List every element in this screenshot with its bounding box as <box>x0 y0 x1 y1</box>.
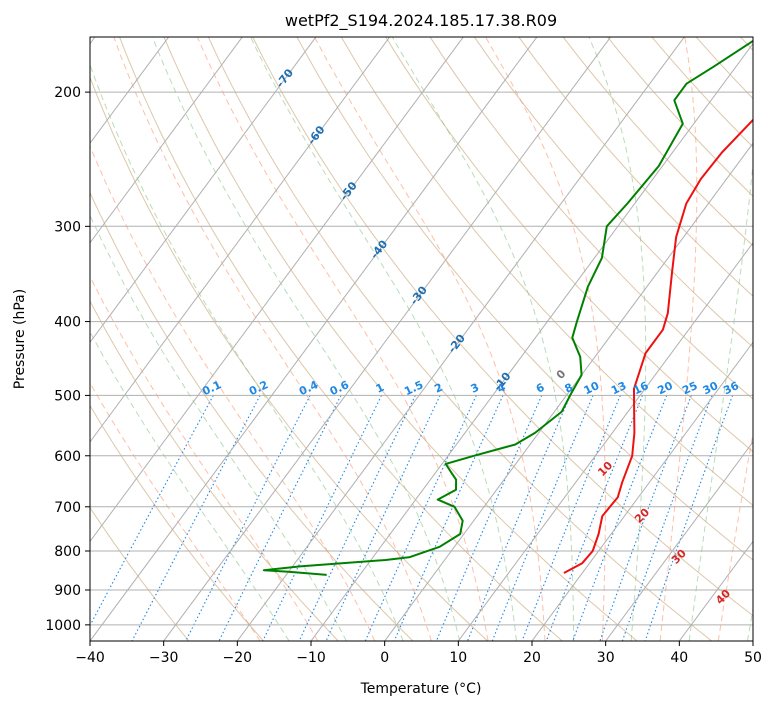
mixing-ratio-line <box>298 395 416 641</box>
mixing-ratio-line <box>466 395 571 641</box>
mixing-ratio-line <box>90 395 214 627</box>
y-axis-title: Pressure (hPa) <box>12 289 28 389</box>
dry-adiabat-line <box>207 37 713 641</box>
x-tick-label: 10 <box>449 650 467 666</box>
x-tick-label: −40 <box>75 650 105 666</box>
isotherm-line <box>163 37 612 641</box>
moist-adiabat-line <box>484 37 606 641</box>
moist-adiabat-line <box>90 214 347 641</box>
moist-adiabat-line <box>250 37 517 641</box>
dry-adiabat-line <box>518 37 753 297</box>
isotherm-lines <box>90 37 753 641</box>
y-tick-label: 400 <box>54 315 81 331</box>
moist-adiabat-line <box>688 159 753 641</box>
mixing-ratio-line <box>262 395 382 641</box>
temperature-profile-line <box>563 118 753 574</box>
isotherm-label: -80 <box>237 16 260 40</box>
dry-adiabat-line <box>163 37 638 641</box>
x-tick-label: 20 <box>523 650 541 666</box>
plot-area: 0.10.20.40.611.52346810131620253036-100-… <box>90 16 753 641</box>
moist-adiabat-line <box>391 37 575 641</box>
mixing-ratio-label: 16 <box>631 379 651 397</box>
mixing-ratio-line <box>218 395 342 641</box>
moist-adiabat-line <box>90 275 319 641</box>
isotherm-line <box>457 241 753 641</box>
x-tick-label: −20 <box>223 650 253 666</box>
moist-adiabat-line <box>90 330 290 641</box>
y-tick-label: 600 <box>54 449 81 465</box>
isotherm-line <box>90 37 391 443</box>
x-tick-label: 30 <box>597 650 615 666</box>
mixing-ratio-line <box>572 395 668 641</box>
chart-title: wetPf2_S194.2024.185.17.38.R09 <box>285 11 557 31</box>
dry-adiabat-line <box>473 37 753 348</box>
isotherm-line <box>605 441 753 641</box>
moist-adiabat-line <box>113 37 432 641</box>
dry-adiabat-line <box>340 37 753 507</box>
isotherm-line <box>531 341 753 641</box>
isotherm-line <box>384 142 753 641</box>
mixing-ratio-label: 25 <box>680 379 699 397</box>
mixing-ratio-line <box>521 395 621 641</box>
moist-adiabat-line <box>196 37 489 641</box>
moist-adiabat-line <box>90 144 376 641</box>
x-tick-label: 40 <box>670 650 688 666</box>
mixing-ratio-label: 10 <box>582 379 602 397</box>
x-tick-label: 0 <box>380 650 389 666</box>
mixing-ratio-line <box>325 395 441 641</box>
mixing-ratio-line <box>364 395 477 641</box>
y-tick-label: 900 <box>54 583 81 599</box>
moist-adiabat-line <box>90 381 261 641</box>
x-tick-label: −30 <box>149 650 179 666</box>
pressure-gridlines <box>90 91 753 626</box>
mixing-ratio-label: 36 <box>721 379 741 397</box>
y-tick-label: 700 <box>54 500 81 516</box>
dry-adiabat-line <box>296 37 753 561</box>
isotherm-line <box>310 42 753 641</box>
moist-adiabat-line <box>717 430 753 641</box>
mixing-ratio-line <box>491 395 594 641</box>
isotherm-line <box>90 37 464 543</box>
mixing-ratio-label: 13 <box>609 379 628 397</box>
mixing-ratio-line <box>393 395 504 641</box>
dry-adiabat-line <box>90 506 190 641</box>
y-tick-label: 300 <box>54 219 81 235</box>
mixing-ratio-line <box>435 395 543 641</box>
isotherm-line <box>90 37 538 641</box>
dry-adiabat-line <box>90 191 414 641</box>
mixing-ratio-label: 20 <box>656 379 676 397</box>
dry-adiabat-line <box>119 37 563 641</box>
moist-adiabat-line <box>659 37 698 641</box>
y-axis-ticks: 1002003004005006007008009001000 <box>45 85 90 634</box>
isotherm-line <box>236 37 685 641</box>
x-tick-label: 50 <box>744 650 762 666</box>
x-tick-label: −10 <box>296 650 326 666</box>
dry-adiabat-line <box>385 37 753 453</box>
profile-series <box>262 39 753 576</box>
dry-adiabat-line <box>90 404 264 641</box>
dewpoint-profile-line <box>262 39 753 576</box>
mixing-ratio-label: 30 <box>701 379 721 397</box>
y-tick-label: 200 <box>54 85 81 101</box>
isotherm-line <box>90 37 317 344</box>
x-axis-title: Temperature (°C) <box>360 681 482 697</box>
moist-adiabat-line <box>588 37 647 641</box>
y-tick-label: 1000 <box>45 618 81 634</box>
dry-adiabat-line <box>90 300 339 641</box>
x-axis-ticks: −40 −30 −20 −10 0 10 20 30 40 50 <box>75 641 762 666</box>
moist-adiabat-line <box>151 37 461 641</box>
plot-frame <box>89 36 754 642</box>
y-tick-label: 800 <box>54 544 81 560</box>
y-tick-label: 500 <box>54 388 81 404</box>
mixing-ratio-lines <box>90 395 734 641</box>
dry-adiabat-line <box>252 37 753 617</box>
